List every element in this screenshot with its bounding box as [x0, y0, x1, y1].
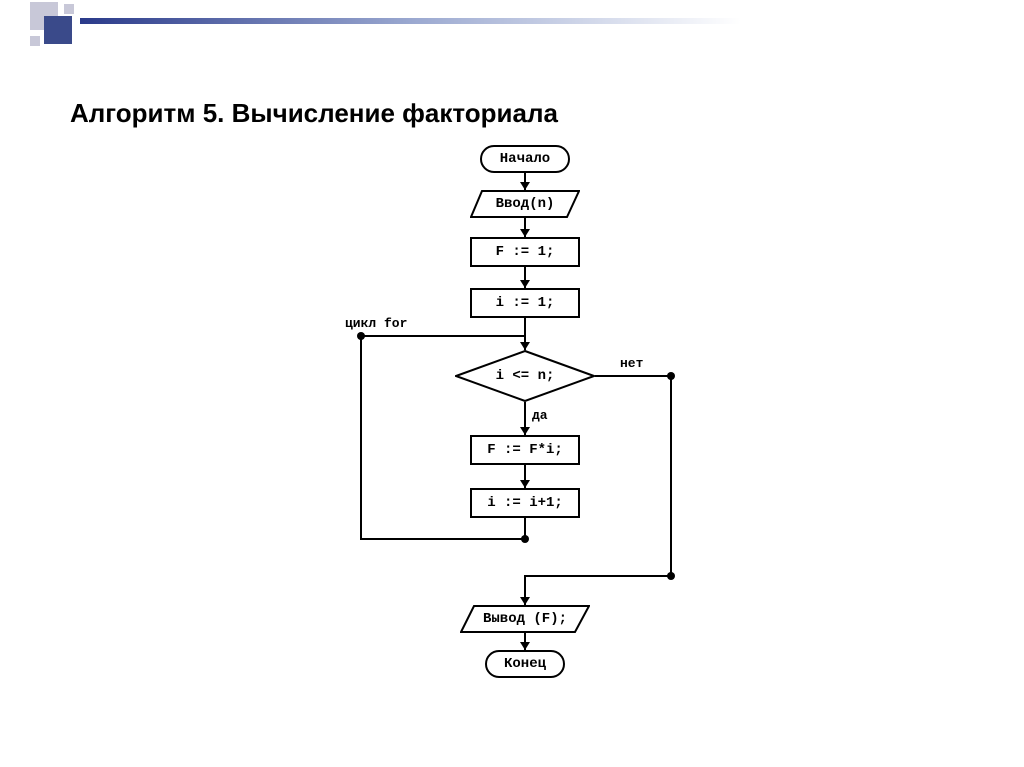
arrowhead-icon [520, 342, 530, 350]
arrowhead-icon [520, 642, 530, 650]
node-f-init: F := 1; [470, 237, 580, 267]
node-f-mult: F := F*i; [470, 435, 580, 465]
arrowhead-icon [520, 229, 530, 237]
edge-no [524, 575, 672, 577]
node-decision: i <= n; [455, 350, 595, 402]
edge-no [595, 375, 672, 377]
junction-dot [521, 535, 529, 543]
edge-loop [360, 335, 526, 337]
node-input: Ввод(n) [470, 190, 580, 218]
edge-no [670, 375, 672, 577]
node-i-incr: i := i+1; [470, 488, 580, 518]
node-end: Конец [485, 650, 565, 678]
node-start: Начало [480, 145, 570, 173]
node-input-label: Ввод(n) [470, 190, 580, 218]
node-output-label: Вывод (F); [460, 605, 590, 633]
edge-label-loop: цикл for [345, 316, 407, 331]
page-title: Алгоритм 5. Вычисление факториала [70, 98, 558, 129]
header-decoration [0, 0, 160, 50]
edge-label-yes: да [532, 408, 548, 423]
node-i-init: i := 1; [470, 288, 580, 318]
junction-dot [667, 572, 675, 580]
node-output: Вывод (F); [460, 605, 590, 633]
edge-label-no: нет [620, 356, 643, 371]
flowchart: Начало Ввод(n) F := 1; i := 1; i <= n; F… [300, 140, 740, 720]
arrowhead-icon [520, 182, 530, 190]
arrowhead-icon [520, 427, 530, 435]
arrowhead-icon [520, 597, 530, 605]
header-gradient [80, 18, 1024, 24]
arrowhead-icon [520, 280, 530, 288]
edge-loop [360, 538, 526, 540]
edge-loop [360, 335, 362, 540]
arrowhead-icon [520, 480, 530, 488]
node-decision-label: i <= n; [455, 350, 595, 402]
